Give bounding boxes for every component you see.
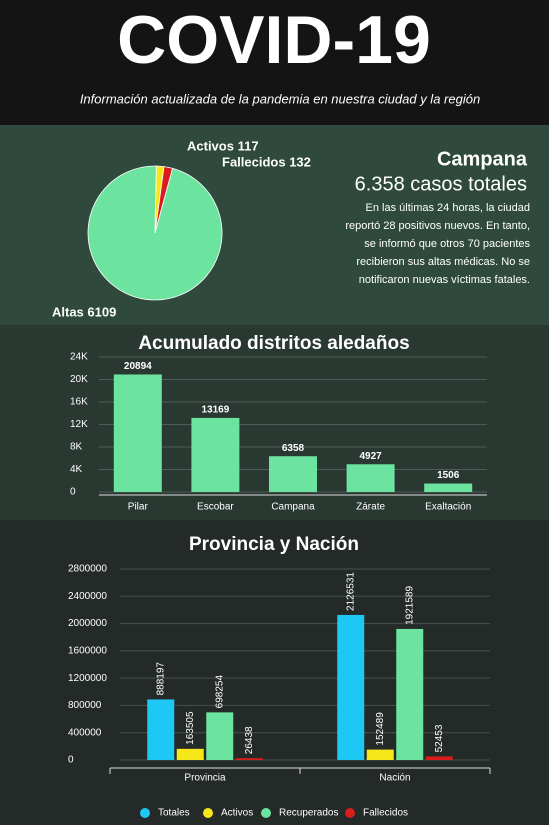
y-tick-label: 8K [70, 442, 83, 453]
value-label: 20894 [124, 361, 152, 372]
y-tick-label: 12K [70, 419, 88, 430]
bar [269, 456, 317, 492]
bar [396, 628, 424, 760]
bar [176, 748, 204, 760]
y-tick-label: 1200000 [68, 673, 107, 684]
bar [337, 614, 365, 760]
title: COVID-19 [117, 2, 431, 78]
slice-label: Altas 6109 [52, 304, 116, 319]
legend-label: Activos [221, 808, 253, 819]
value-label: 26438 [244, 726, 255, 754]
y-tick-label: 20K [70, 374, 88, 385]
bar [346, 464, 395, 492]
legend-marker [261, 808, 271, 818]
x-tick-label: Zárate [356, 502, 385, 513]
x-tick-label: Campana [271, 502, 315, 513]
bar [113, 374, 162, 492]
chart-title: Provincia y Nación [189, 534, 359, 555]
y-tick-label: 800000 [68, 700, 102, 711]
legend-marker [140, 808, 150, 818]
bar [425, 756, 453, 760]
y-tick-label: 2800000 [68, 564, 107, 575]
subtitle: Información actualizada de la pandemia e… [80, 91, 480, 106]
x-tick-label: Pilar [128, 502, 149, 513]
y-tick-label: 16K [70, 397, 88, 408]
y-tick-label: 4K [70, 464, 83, 475]
summary-text-box: En las últimas 24 horas, la ciudad repor… [345, 202, 530, 286]
bar [191, 417, 240, 492]
legend-label: Totales [158, 808, 190, 819]
x-tick-label: Escobar [197, 502, 234, 513]
value-label: 2126531 [345, 572, 356, 611]
value-label: 52453 [434, 724, 445, 752]
y-tick-label: 24K [70, 352, 88, 363]
x-tick-label: Exaltación [425, 502, 471, 513]
bar [235, 758, 263, 760]
value-label: 6358 [282, 443, 305, 454]
value-label: 888197 [155, 662, 166, 696]
y-tick-label: 2000000 [68, 618, 107, 629]
y-tick-label: 1600000 [68, 645, 107, 656]
legend-label: Recuperados [279, 808, 338, 819]
value-label: 1921589 [404, 586, 415, 625]
legend-marker [345, 808, 355, 818]
bar [424, 483, 473, 492]
x-tick-label: Nación [379, 773, 410, 784]
bar [366, 749, 394, 760]
slice-label: Fallecidos 132 [222, 154, 311, 169]
header-bg [0, 0, 549, 125]
y-tick-label: 0 [70, 487, 76, 498]
y-tick-label: 2400000 [68, 591, 107, 602]
value-label: 4927 [359, 451, 382, 462]
y-tick-label: 400000 [68, 727, 102, 738]
legend-marker [203, 808, 213, 818]
legend-label: Fallecidos [363, 808, 408, 819]
value-label: 1506 [437, 470, 460, 481]
y-tick-label: 0 [68, 755, 74, 766]
summary-title: Campana [437, 148, 528, 170]
value-label: 152489 [375, 712, 386, 746]
bar [147, 699, 175, 760]
value-label: 163505 [185, 711, 196, 745]
slice-label: Activos 117 [187, 138, 259, 153]
pie-slice [87, 165, 223, 301]
summary-text: En las últimas 24 horas, la ciudad repor… [345, 202, 530, 286]
x-tick-label: Provincia [184, 773, 226, 784]
chart-title: Acumulado distritos aledaños [138, 333, 409, 354]
summary-cases: 6.358 casos totales [355, 173, 527, 195]
value-label: 698254 [214, 675, 225, 709]
value-label: 13169 [201, 405, 229, 416]
bar [206, 712, 234, 760]
